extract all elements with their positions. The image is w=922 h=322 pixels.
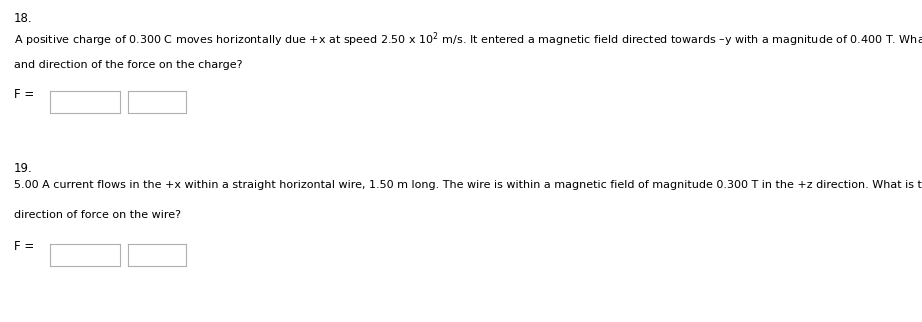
Text: direction of force on the wire?: direction of force on the wire? xyxy=(14,210,181,220)
Text: and direction of the force on the charge?: and direction of the force on the charge… xyxy=(14,60,242,70)
Text: 18.: 18. xyxy=(14,12,32,25)
Text: F =: F = xyxy=(14,88,34,101)
Text: F =: F = xyxy=(14,240,34,253)
Text: 5.00 A current flows in the +x within a straight horizontal wire, 1.50 m long. T: 5.00 A current flows in the +x within a … xyxy=(14,180,922,190)
Text: A positive charge of 0.300 C moves horizontally due +x at speed 2.50 x 10$^{2}$ : A positive charge of 0.300 C moves horiz… xyxy=(14,30,922,49)
Text: 19.: 19. xyxy=(14,162,33,175)
